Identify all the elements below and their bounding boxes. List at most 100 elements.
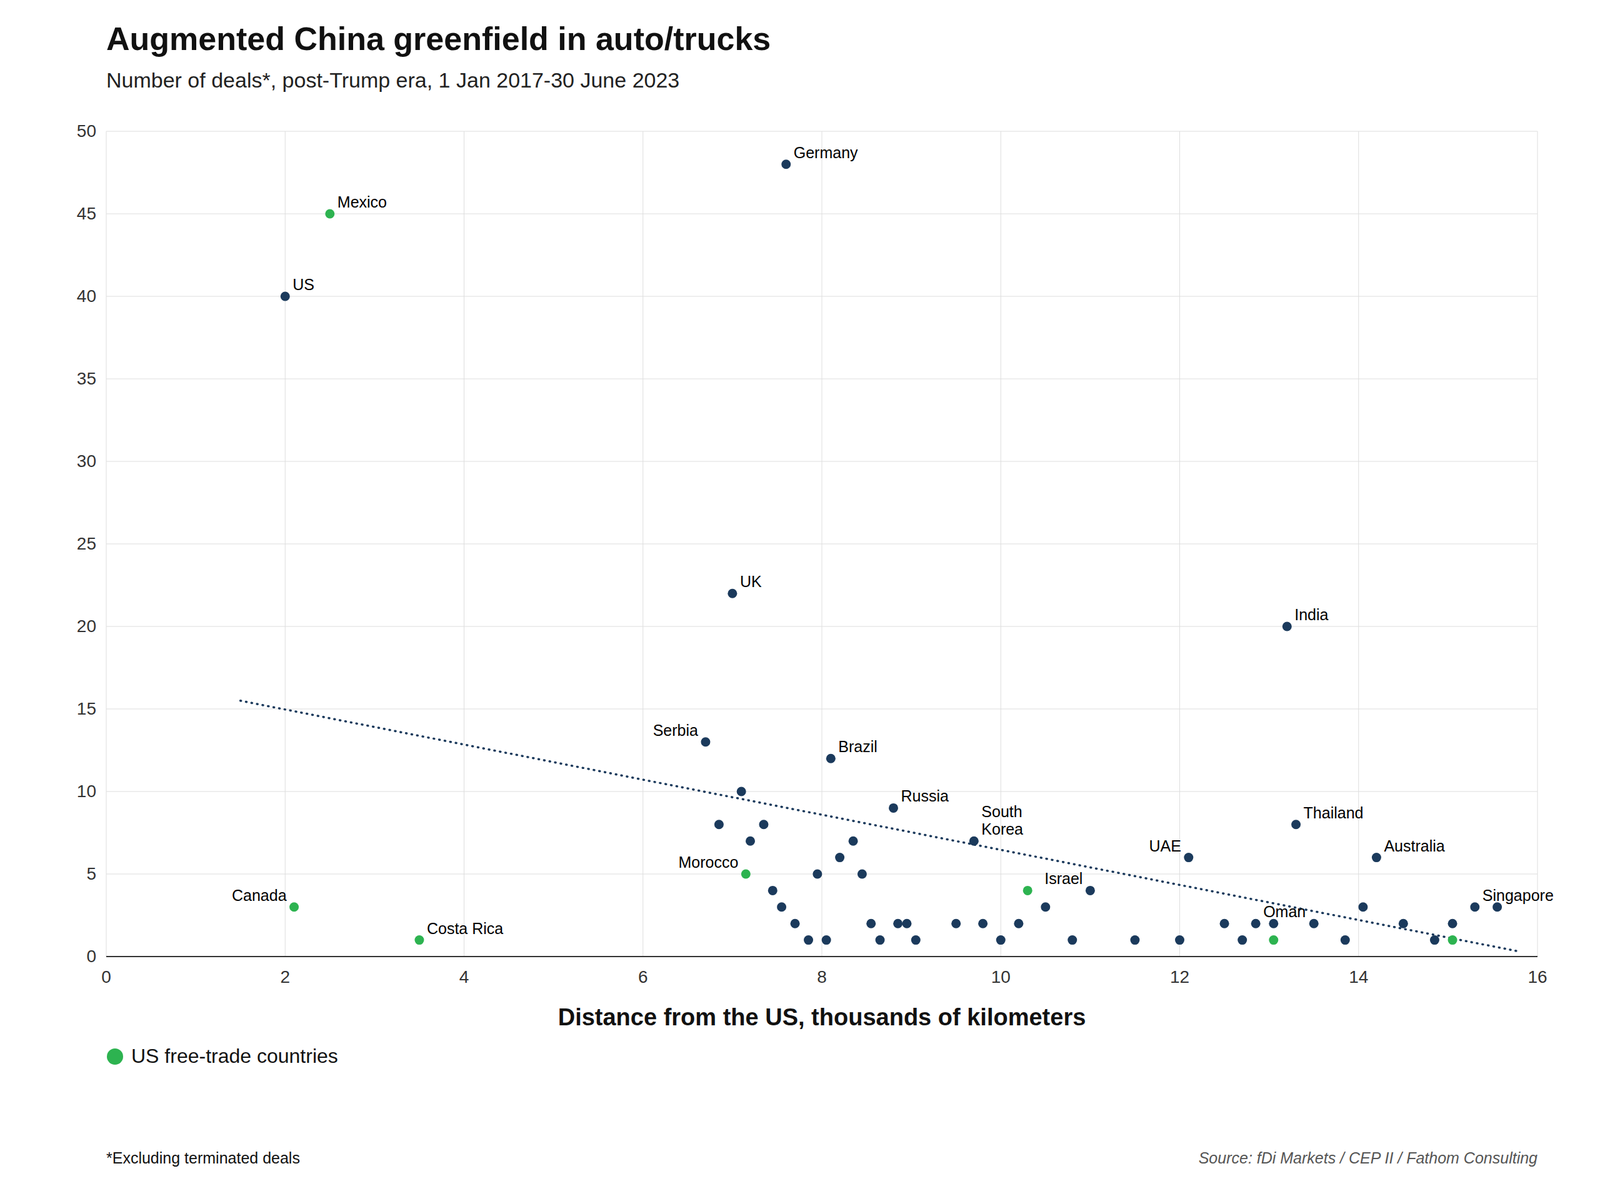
point-label-line: Russia <box>901 786 950 805</box>
point-label: Morocco <box>678 853 739 871</box>
y-tick-label: 50 <box>76 121 97 141</box>
scatter-point <box>414 935 424 945</box>
scatter-point <box>893 918 903 929</box>
point-label: Brazil <box>838 737 878 755</box>
scatter-point <box>1448 935 1458 945</box>
x-tick-label: 8 <box>816 966 827 987</box>
scatter-point <box>978 918 988 929</box>
scatter-point <box>741 869 751 879</box>
background <box>0 0 1600 1201</box>
grid-line-x <box>1358 131 1359 957</box>
point-label-line: Morocco <box>678 853 739 871</box>
footnote: *Excluding terminated deals <box>106 1148 300 1167</box>
scatter-point <box>289 901 299 912</box>
scatter-point <box>1448 918 1458 929</box>
point-label-line: US <box>292 275 315 294</box>
subtitle: Number of deals*, post-Trump era, 1 Jan … <box>106 68 680 92</box>
scatter-point <box>1013 918 1024 929</box>
scatter-point <box>781 159 791 169</box>
point-labels: USGermanyUKIndiaSerbiaBrazilRussiaSouthK… <box>231 143 1554 937</box>
scatter-point <box>1340 935 1350 945</box>
legend: US free-trade countries <box>106 1044 339 1067</box>
scatter-point <box>1023 885 1033 895</box>
scatter-point <box>1398 918 1409 929</box>
title: Augmented China greenfield in auto/truck… <box>106 20 771 57</box>
scatter-point <box>1371 852 1382 862</box>
point-label: Mexico <box>337 193 387 211</box>
scatter-point <box>888 803 899 813</box>
point-label-line: Costa Rica <box>426 919 504 937</box>
y-tick-label: 5 <box>86 863 97 884</box>
y-tick-label: 40 <box>76 286 97 306</box>
point-label: Oman <box>1263 902 1306 920</box>
scatter-point <box>1237 935 1247 945</box>
scatter-point <box>857 869 867 879</box>
scatter-point <box>736 786 747 797</box>
point-label-line: Korea <box>981 820 1024 838</box>
scatter-point <box>1130 935 1140 945</box>
point-label-line: UAE <box>1148 836 1181 855</box>
x-tick-label: 12 <box>1170 966 1190 987</box>
y-tick-label: 15 <box>76 698 97 719</box>
y-tick-label: 25 <box>76 533 97 554</box>
scatter-point <box>803 935 814 945</box>
point-label-line: Serbia <box>653 721 699 739</box>
y-tick-label: 35 <box>76 368 97 389</box>
y-tick-label: 0 <box>86 946 97 966</box>
scatter-point <box>866 918 876 929</box>
point-label: Singapore <box>1482 886 1554 904</box>
point-label: Australia <box>1383 836 1445 855</box>
grid-line-x <box>642 131 644 957</box>
scatter-point <box>911 935 921 945</box>
axes: 051015202530354045500246810121416 <box>76 121 1548 987</box>
point-label-line: Singapore <box>1482 886 1554 904</box>
grid-line-x <box>106 131 107 957</box>
scatter-point <box>280 291 290 302</box>
point-label-line: Thailand <box>1303 803 1364 822</box>
scatter-point <box>969 836 979 846</box>
scatter-point <box>812 869 822 879</box>
grid-line-x <box>1537 131 1539 957</box>
scatter-point <box>1470 901 1480 912</box>
grid-line-y <box>106 956 1538 957</box>
scatter-point <box>835 852 845 862</box>
scatter-point <box>700 736 710 747</box>
y-tick-label: 20 <box>76 616 97 636</box>
grid <box>106 131 1538 957</box>
point-label: Serbia <box>653 721 699 739</box>
scatter-point <box>1085 885 1095 895</box>
legend-marker <box>106 1048 124 1065</box>
scatter-point <box>776 901 787 912</box>
x-tick-label: 4 <box>459 966 470 987</box>
scatter-point <box>1067 935 1077 945</box>
point-label-line: Brazil <box>838 737 878 755</box>
point-label: SouthKorea <box>981 802 1024 838</box>
point-label-line: UK <box>740 572 762 590</box>
plot-area <box>240 159 1520 952</box>
y-tick-label: 30 <box>76 451 97 471</box>
scatter-point <box>1251 918 1261 929</box>
point-label: UAE <box>1148 836 1181 855</box>
scatter-point <box>996 935 1006 945</box>
scatter-point <box>745 836 755 846</box>
scatter-point <box>821 935 832 945</box>
scatter-point <box>1430 935 1440 945</box>
scatter-point <box>1220 918 1230 929</box>
point-label: Germany <box>793 143 859 162</box>
scatter-point <box>790 918 800 929</box>
y-tick-label: 10 <box>76 781 97 801</box>
x-axis-line <box>106 955 1538 957</box>
legend-label: US free-trade countries <box>131 1044 339 1067</box>
x-tick-label: 16 <box>1527 966 1547 987</box>
scatter-point <box>1175 935 1185 945</box>
scatter-point <box>1183 852 1194 862</box>
point-label: UK <box>740 572 762 590</box>
grid-line-x <box>285 131 286 957</box>
grid-line-x <box>821 131 823 957</box>
scatter-point <box>727 588 737 599</box>
point-label-line: Canada <box>231 886 287 904</box>
point-label: Thailand <box>1303 803 1364 822</box>
x-tick-label: 14 <box>1348 966 1369 987</box>
scatter-point <box>758 819 769 829</box>
scatter-point <box>1309 918 1319 929</box>
